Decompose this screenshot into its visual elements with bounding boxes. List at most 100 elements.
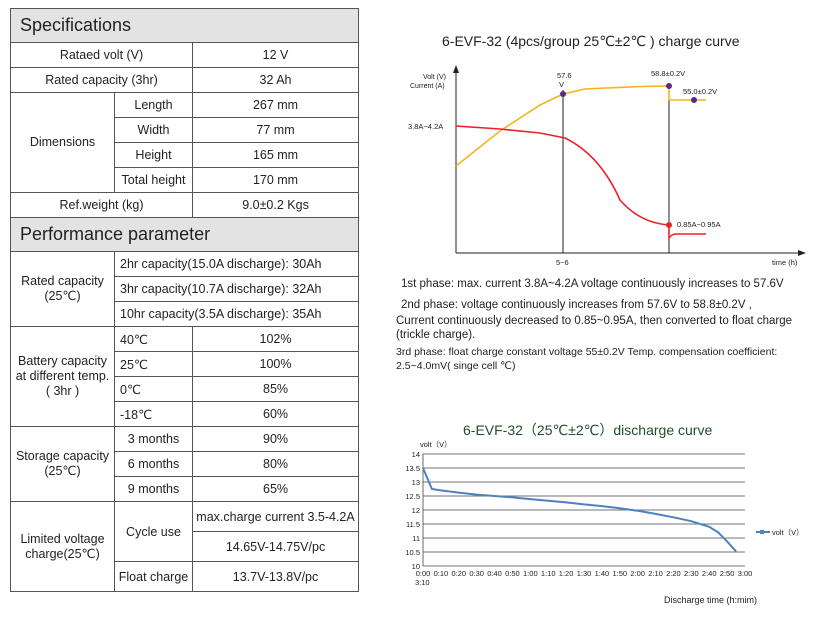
charge-55-0-label: 55.0±0.2V xyxy=(683,87,717,96)
dim-height-label: Height xyxy=(114,142,193,168)
x-tick-label: 2:00 xyxy=(630,569,645,578)
battery-temp-line1: Battery capacity xyxy=(18,354,107,368)
x-tick-label: 0:10 xyxy=(434,569,449,578)
float-charge-label: Float charge xyxy=(114,561,193,592)
x-tick-label: 0:50 xyxy=(505,569,520,578)
dot-current-end xyxy=(666,222,672,228)
discharge-y-ticks: 10 10.5 11 11.5 12 12.5 13 13.5 14 xyxy=(405,450,420,571)
x-tick-label: 3:00 xyxy=(738,569,753,578)
dim-length-value: 267 mm xyxy=(191,92,360,118)
weight-label: Ref.weight (kg) xyxy=(10,192,193,218)
temp-0-value: 85% xyxy=(191,376,360,402)
dim-height-value: 165 mm xyxy=(191,142,360,168)
x-tick-label: 1:40 xyxy=(595,569,610,578)
storage-3m-value: 90% xyxy=(191,426,360,452)
spec-table: Specifications Rataed volt (V) 12 V Rate… xyxy=(9,8,360,592)
temp-0-label: 0℃ xyxy=(114,376,193,402)
charge-y-arrow-icon xyxy=(453,65,459,73)
x-tick-label: 0:20 xyxy=(451,569,466,578)
y-tick-label: 12.5 xyxy=(405,492,420,501)
x-tick-label: 0:40 xyxy=(487,569,502,578)
x-tick-label: 1:30 xyxy=(577,569,592,578)
x-tick-label: 2:30 xyxy=(684,569,699,578)
rated-capacity-25-label: Rated capacity (25℃) xyxy=(10,251,115,327)
storage-9m-value: 65% xyxy=(191,476,360,502)
rated-capacity-25-line2: (25℃) xyxy=(44,289,81,303)
specifications-header: Specifications xyxy=(9,8,360,43)
dimensions-label: Dimensions xyxy=(10,92,115,193)
phase3-line1: 3rd phase: float charge constant voltage… xyxy=(396,346,778,358)
y-tick-label: 11 xyxy=(412,534,420,543)
x-tick-label: 2:50 xyxy=(720,569,735,578)
cycle-use-label: Cycle use xyxy=(114,501,193,562)
phase2-line2: Current continuously decreased to 0.85~0… xyxy=(396,315,793,327)
rated-capacity-10hr: 10hr capacity(3.5A discharge): 35Ah xyxy=(113,301,360,327)
temp-minus18-label: -18℃ xyxy=(114,401,193,427)
temp-40-label: 40℃ xyxy=(114,326,193,352)
rated-volt-value: 12 V xyxy=(191,42,360,68)
performance-header: Performance parameter xyxy=(9,217,360,252)
dot-55-0v xyxy=(691,97,697,103)
charge-current-end-label: 0.85A~0.95A xyxy=(677,220,721,229)
legend-marker-icon xyxy=(760,530,764,534)
current-curve xyxy=(455,125,706,241)
charge-chart-title: 6-EVF-32 (4pcs/group 25℃±2℃ ) charge cur… xyxy=(442,33,740,49)
weight-value: 9.0±0.2 Kgs xyxy=(191,192,360,218)
y-tick-label: 10 xyxy=(412,562,420,571)
dot-57-6v xyxy=(560,91,566,97)
y-tick-label: 14 xyxy=(412,450,420,459)
rated-capacity-3hr: 3hr capacity(10.7A discharge): 32Ah xyxy=(113,276,360,302)
x-tick-label: 2:40 xyxy=(702,569,717,578)
charge-xlabel: time (h) xyxy=(772,258,798,267)
x-tick-label: 2:20 xyxy=(666,569,681,578)
temp-25-value: 100% xyxy=(191,351,360,377)
storage-line1: Storage capacity xyxy=(15,449,110,463)
charge-xtick: 5~6 xyxy=(556,258,569,267)
storage-9m-label: 9 months xyxy=(114,476,193,502)
charge-ylabel-volt: Volt (V) xyxy=(423,74,446,81)
x-tick-label: 3:10 xyxy=(415,578,430,587)
discharge-ylabel: volt（V） xyxy=(420,440,452,449)
phase3-line2: 2.5~4.0mV( singe cell ℃) xyxy=(396,360,516,372)
storage-6m-value: 80% xyxy=(191,451,360,477)
rated-capacity-label: Rated capacity (3hr) xyxy=(10,67,193,93)
x-tick-label: 1:50 xyxy=(612,569,627,578)
dim-total-height-value: 170 mm xyxy=(191,167,360,193)
storage-6m-label: 6 months xyxy=(114,451,193,477)
x-tick-label: 1:10 xyxy=(541,569,556,578)
x-tick-label: 0:00 xyxy=(416,569,431,578)
charge-chart: Volt (V) Current (A) 3.8A~4.2A 57.6 V 58… xyxy=(408,65,806,267)
discharge-grid xyxy=(422,453,745,567)
float-charge-value: 13.7V-13.8V/pc xyxy=(191,561,360,592)
rated-capacity-25-line1: Rated capacity xyxy=(21,274,104,288)
discharge-xlabel: Discharge time (h:mim) xyxy=(664,595,757,605)
discharge-x-ticks: 0:00 0:10 0:20 0:30 0:40 0:50 1:00 1:10 1:20 1:30… xyxy=(415,569,752,587)
storage-label: Storage capacity (25℃) xyxy=(10,426,115,502)
battery-temp-line3: ( 3hr ) xyxy=(45,384,80,398)
battery-temp-label: Battery capacity at different temp. ( 3h… xyxy=(10,326,115,427)
rated-capacity-2hr: 2hr capacity(15.0A discharge): 30Ah xyxy=(113,251,360,277)
charge-current-start-label: 3.8A~4.2A xyxy=(408,122,443,131)
charge-x-arrow-icon xyxy=(798,250,806,256)
phase2-line1: 2nd phase: voltage continuously increase… xyxy=(401,299,752,311)
charge-57-6-label: 57.6 xyxy=(557,71,572,80)
storage-3m-label: 3 months xyxy=(114,426,193,452)
temp-40-value: 102% xyxy=(191,326,360,352)
x-tick-label: 0:30 xyxy=(469,569,484,578)
y-tick-label: 13.5 xyxy=(405,464,420,473)
charge-57-6-unit: V xyxy=(559,80,564,89)
y-tick-label: 11.5 xyxy=(406,520,420,529)
x-tick-label: 2:10 xyxy=(648,569,663,578)
temp-25-label: 25℃ xyxy=(114,351,193,377)
voltage-curve xyxy=(455,85,706,167)
phase1-text: 1st phase: max. current 3.8A~4.2A voltag… xyxy=(401,278,784,290)
storage-line2: (25℃) xyxy=(44,464,81,478)
battery-temp-line2: at different temp. xyxy=(15,369,110,383)
dim-length-label: Length xyxy=(114,92,193,118)
dim-total-height-label: Total height xyxy=(114,167,193,193)
dot-58-8v xyxy=(666,83,672,89)
cycle-use-voltage: 14.65V-14.75V/pc xyxy=(191,531,360,562)
cycle-use-current: max.charge current 3.5-4.2A xyxy=(191,501,360,532)
limited-voltage-label: Limited voltage charge(25℃) xyxy=(10,501,115,592)
